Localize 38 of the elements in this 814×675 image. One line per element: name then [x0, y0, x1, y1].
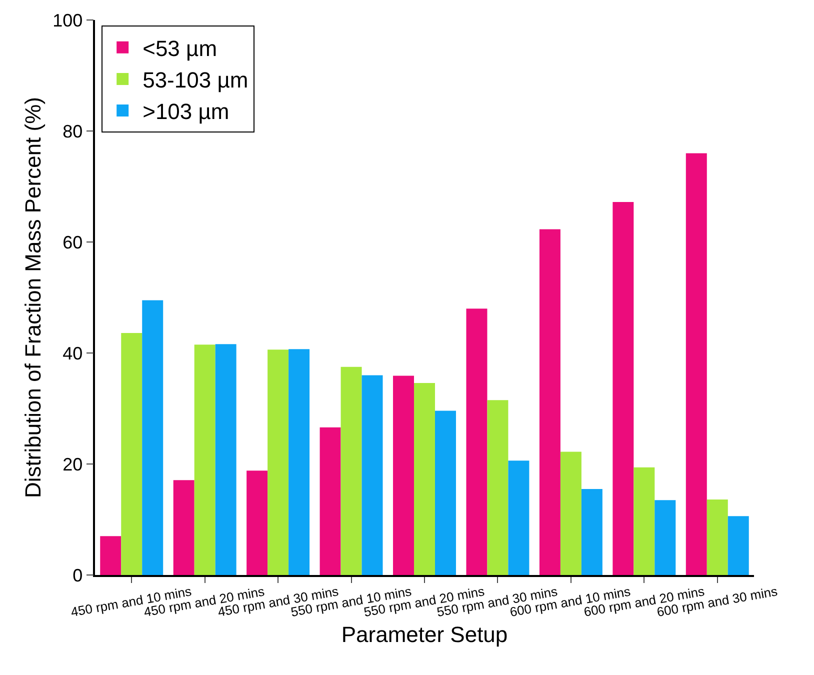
legend-label: >103 µm — [142, 99, 230, 124]
bar — [634, 467, 655, 575]
bar — [612, 202, 634, 575]
bar — [288, 349, 310, 575]
legend-label: <53 µm — [142, 36, 218, 61]
bar — [706, 500, 728, 575]
bar — [194, 344, 216, 575]
bar — [173, 480, 194, 575]
bar — [320, 427, 341, 575]
y-tick-label: 60 — [62, 232, 83, 252]
y-tick-label: 0 — [72, 565, 83, 586]
bar — [100, 536, 122, 575]
bar — [466, 308, 488, 575]
bar — [508, 460, 530, 575]
bar — [340, 366, 362, 575]
bar — [435, 410, 456, 575]
y-axis-title: Distribution of Fraction Mass Percent (%) — [20, 96, 46, 498]
y-tick-label: 80 — [62, 121, 83, 142]
bar — [686, 153, 707, 575]
bar — [268, 350, 289, 575]
y-tick-label: 20 — [62, 454, 83, 474]
bar — [246, 470, 268, 575]
bar — [142, 300, 164, 575]
bar — [414, 382, 435, 575]
bar — [654, 500, 676, 575]
y-tick-label: 100 — [52, 10, 83, 30]
bar — [362, 375, 383, 575]
y-tick-label: 40 — [62, 343, 83, 364]
x-axis-title: Parameter Setup — [341, 622, 508, 648]
bar — [728, 516, 749, 575]
bar — [121, 333, 142, 575]
bar — [393, 376, 414, 575]
bar — [560, 452, 582, 575]
bar — [487, 400, 508, 575]
bar — [539, 229, 560, 575]
bar — [581, 488, 602, 575]
legend-label: 53-103 µm — [142, 68, 248, 93]
bar — [215, 344, 236, 575]
